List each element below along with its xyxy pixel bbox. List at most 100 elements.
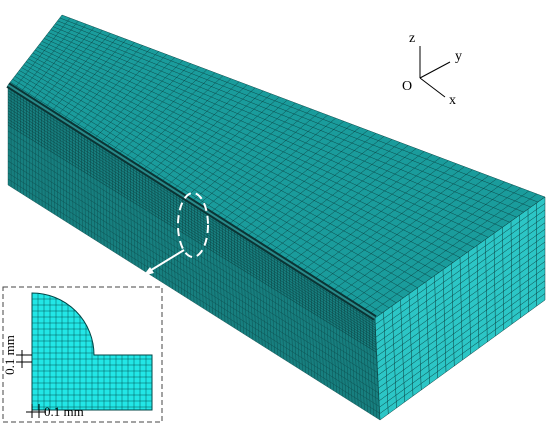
- mesh-line: [172, 96, 280, 191]
- mesh-line: [252, 136, 385, 241]
- mesh-line: [379, 293, 546, 414]
- mesh-line: [374, 196, 546, 319]
- mesh-block: [7, 14, 546, 421]
- mesh-line: [325, 172, 481, 288]
- mesh-line: [215, 117, 336, 218]
- dimension-label: 0.1 mm: [44, 404, 84, 419]
- mesh-line: [32, 26, 95, 101]
- mesh-line: [105, 63, 191, 148]
- mesh-line: [136, 78, 232, 167]
- mesh-line: [246, 133, 377, 237]
- mesh-line: [307, 163, 457, 276]
- top-face: [8, 15, 545, 318]
- mesh-line: [258, 139, 393, 245]
- mesh-line: [7, 136, 377, 366]
- mesh-line: [377, 261, 546, 382]
- axis-triad: z y x O: [402, 31, 462, 108]
- mesh-line: [44, 33, 111, 109]
- mesh-line: [7, 110, 376, 341]
- mesh-line: [7, 107, 376, 338]
- mesh-line: [124, 72, 216, 159]
- mesh-line: [13, 17, 71, 90]
- mesh-line: [319, 169, 473, 284]
- mesh-line: [368, 193, 538, 315]
- mesh-line: [7, 130, 377, 359]
- side-face: [375, 197, 545, 420]
- mesh-line: [7, 160, 379, 393]
- zoom-arrow: [147, 249, 185, 273]
- mesh-line: [7, 90, 376, 324]
- dimension-label: 0.1 mm: [2, 335, 17, 375]
- axis-x: [419, 77, 446, 98]
- mesh-line: [377, 254, 546, 376]
- mesh-line: [7, 101, 376, 333]
- mesh-line: [283, 151, 425, 260]
- mesh-line: [240, 130, 369, 233]
- mesh-line: [264, 142, 401, 249]
- mesh-line: [379, 286, 546, 408]
- axis-label: x: [449, 93, 456, 108]
- mesh-line: [332, 175, 489, 292]
- axis-label: O: [402, 79, 412, 94]
- mesh-line: [26, 23, 87, 97]
- mesh-line: [228, 124, 352, 225]
- mesh-line: [7, 172, 380, 407]
- mesh-line: [375, 209, 546, 331]
- mesh-line: [7, 116, 376, 345]
- mesh-line: [197, 108, 312, 206]
- mesh-line: [179, 99, 288, 194]
- weld-bead-highlight: [7, 84, 376, 319]
- mesh-line: [191, 105, 304, 202]
- mesh-line: [344, 181, 505, 299]
- mesh-line: [289, 154, 433, 264]
- mesh-line: [7, 96, 376, 328]
- mesh-line: [75, 48, 151, 128]
- mesh-line: [38, 30, 103, 105]
- mesh-line: [160, 90, 264, 183]
- mesh-line: [142, 81, 240, 171]
- mesh-line: [7, 166, 379, 400]
- mesh-line: [7, 113, 376, 343]
- axis-label: z: [409, 31, 415, 46]
- mesh-line: [375, 216, 546, 338]
- mesh-line: [356, 187, 521, 307]
- mesh-line: [185, 102, 296, 198]
- mesh-line: [338, 178, 497, 295]
- mesh-line: [234, 127, 361, 229]
- mesh-line: [148, 84, 248, 175]
- mesh-line: [20, 20, 79, 93]
- mesh-line: [7, 93, 376, 326]
- mesh-line: [362, 190, 530, 311]
- mesh-line: [378, 267, 546, 389]
- mesh-line: [378, 274, 546, 395]
- mesh-line: [376, 235, 546, 357]
- mesh-line: [7, 124, 377, 353]
- mesh-line: [62, 42, 135, 121]
- mesh-line: [203, 111, 320, 210]
- mesh-line: [7, 154, 379, 387]
- mesh-line: [376, 222, 546, 344]
- mesh-line: [50, 36, 119, 113]
- mesh-line: [7, 121, 377, 350]
- mesh-line: [7, 184, 381, 421]
- mesh-line: [7, 119, 376, 348]
- mesh-line: [313, 166, 465, 280]
- mesh-line: [56, 39, 127, 117]
- mesh-line: [7, 148, 378, 380]
- mesh-line: [375, 203, 546, 325]
- mesh-line: [379, 299, 546, 421]
- axis-label: y: [455, 49, 462, 64]
- mesh-line: [7, 104, 376, 336]
- mesh-line: [270, 145, 409, 253]
- zoom-ellipse: [177, 192, 209, 258]
- mesh-line: [130, 75, 224, 163]
- mesh-line: [350, 184, 513, 303]
- mesh-line: [117, 69, 208, 156]
- mesh-line: [377, 248, 546, 370]
- mesh-line: [87, 54, 167, 136]
- mesh-line: [7, 14, 63, 86]
- mesh-line: [166, 93, 272, 187]
- mesh-line: [301, 160, 449, 272]
- mesh-line: [154, 87, 256, 179]
